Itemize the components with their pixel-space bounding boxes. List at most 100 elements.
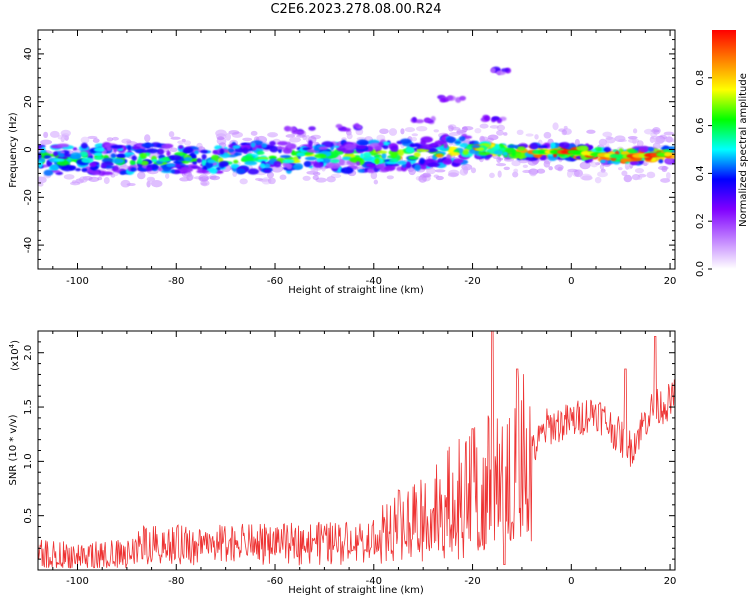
spectrogram-band-blob xyxy=(219,148,225,155)
spectrogram-band-blob xyxy=(405,161,411,167)
spectrogram-halo-blob xyxy=(170,136,181,140)
spectrogram-band-blob xyxy=(662,149,674,153)
spectrogram-halo-blob xyxy=(40,139,53,145)
spectrogram-halo-blob xyxy=(165,173,170,179)
spectrogram-band-blob xyxy=(440,137,448,141)
spectrogram-band-blob xyxy=(343,143,357,151)
spectrogram-band-blob xyxy=(638,145,650,153)
spectrogram-band-blob xyxy=(146,166,153,172)
y-tick-label: 0.5 xyxy=(23,508,34,524)
spectrogram-band-blob xyxy=(110,145,124,149)
spectrogram-band-blob xyxy=(91,170,100,176)
spectrogram-halo-blob xyxy=(579,161,591,170)
spectrogram-band-blob xyxy=(250,142,256,148)
spectrogram-band-blob xyxy=(338,158,345,166)
spectrogram-band-blob xyxy=(374,157,380,165)
spectrogram-band-blob xyxy=(342,156,352,161)
x-tick-label: 20 xyxy=(664,276,677,287)
spectrogram-halo-blob xyxy=(310,167,316,173)
spectrogram-halo-blob xyxy=(632,138,637,145)
spectrogram-halo-blob xyxy=(579,173,592,181)
spectrogram-echo-blob xyxy=(447,95,454,101)
spectrogram-halo-blob xyxy=(169,147,178,153)
spectrogram-band-blob xyxy=(259,163,266,169)
spectrogram-band-blob xyxy=(207,159,216,164)
spectrogram-band-blob xyxy=(507,144,517,149)
spectrogram-band-blob xyxy=(431,142,438,147)
spectrogram-band-blob xyxy=(60,165,74,172)
spectrogram-band-blob xyxy=(53,158,65,162)
x-tick-label: 20 xyxy=(664,576,677,587)
spectrogram-halo-blob xyxy=(168,131,175,138)
x-tick-label: -80 xyxy=(168,576,184,587)
spectrogram-band-blob xyxy=(70,152,82,160)
x-tick-label: -60 xyxy=(267,276,283,287)
spectrogram-band-blob xyxy=(318,146,328,151)
spectrogram-halo-blob xyxy=(279,174,287,180)
spectrogram-halo-blob xyxy=(548,166,553,171)
colorbar-tick-label: 0.0 xyxy=(695,261,706,277)
spectrogram-band-blob xyxy=(357,168,365,173)
spectrogram-halo-blob xyxy=(69,181,81,186)
spectrogram-band-blob xyxy=(79,150,88,157)
colorbar-tick-label: 0.4 xyxy=(695,165,706,181)
spectrogram-band-blob xyxy=(375,164,385,169)
spectrogram-echo-blob xyxy=(439,97,447,103)
spectrogram-band-blob xyxy=(263,169,272,173)
spectrogram-band-blob xyxy=(233,159,239,164)
spectrogram-band-blob xyxy=(537,144,548,149)
spectrogram-band-blob xyxy=(462,149,469,156)
spectrogram-halo-blob xyxy=(456,129,464,135)
spectrogram-band-blob xyxy=(493,150,504,156)
spectrogram-band-blob xyxy=(304,156,318,161)
spectrogram-band-blob xyxy=(367,168,375,174)
y-tick-label: -40 xyxy=(23,237,34,253)
spectrogram-band-blob xyxy=(453,158,464,164)
spectrogram-band-blob xyxy=(139,152,147,159)
spectrogram-halo-blob xyxy=(522,164,528,169)
colorbar-tick-label: 0.8 xyxy=(695,70,706,86)
spectrogram-band-blob xyxy=(93,147,105,153)
spectrogram-halo-blob xyxy=(573,169,584,178)
spectrogram-echo-blob xyxy=(343,127,351,132)
spectrogram-halo-blob xyxy=(242,137,253,142)
spectrogram-band-blob xyxy=(151,158,158,163)
spectrogram-band-blob xyxy=(157,166,163,172)
spectrogram-echo-blob xyxy=(412,116,417,123)
spectrogram-band-blob xyxy=(161,144,173,149)
spectrogram-band-blob xyxy=(194,150,199,155)
spectrogram-band-blob xyxy=(230,163,240,169)
spectrogram-halo-blob xyxy=(574,139,580,146)
spectrogram-band-blob xyxy=(282,159,295,164)
spectrogram-halo-blob xyxy=(216,136,225,141)
spectrogram-band-blob xyxy=(474,147,485,151)
spectrogram-band-blob xyxy=(170,169,176,174)
spectrogram-band-blob xyxy=(256,150,265,155)
spectrogram-band-blob xyxy=(502,151,508,156)
spectrogram-halo-blob xyxy=(563,125,568,130)
spectrogram-band-blob xyxy=(166,150,171,157)
spectrogram-halo-blob xyxy=(448,125,454,132)
colorbar-tick-label: 0.6 xyxy=(695,118,706,134)
snr-y-axis-label: SNR (10 * v/v) xyxy=(8,414,19,485)
spectrogram-echo-blob xyxy=(335,123,343,129)
spectrogram-band-blob xyxy=(211,154,220,161)
spectrogram-band-blob xyxy=(356,139,369,146)
spectrogram-band-blob xyxy=(390,152,398,159)
spectrogram-halo-blob xyxy=(643,162,648,166)
spectrogram-band-blob xyxy=(576,145,589,152)
spectrogram-band-blob xyxy=(414,164,421,172)
spectrogram-band-blob xyxy=(442,158,453,165)
spectrogram-halo-blob xyxy=(552,122,559,131)
spectrogram-band-blob xyxy=(314,153,327,159)
spectrogram-band-blob xyxy=(376,150,388,154)
spectrogram-blobs xyxy=(38,66,675,188)
spectrogram-band-blob xyxy=(511,150,516,157)
spectrogram-band-blob xyxy=(629,161,640,165)
spectrogram-band-blob xyxy=(209,167,218,174)
spectrogram-halo-blob xyxy=(120,179,131,188)
spectrogram-halo-blob xyxy=(497,170,502,178)
colorbar-bar xyxy=(712,30,736,269)
spectrogram-band-blob xyxy=(145,148,159,154)
snr-y-ticks: 0.5 1.0 1.5 2.0 xyxy=(23,341,675,560)
